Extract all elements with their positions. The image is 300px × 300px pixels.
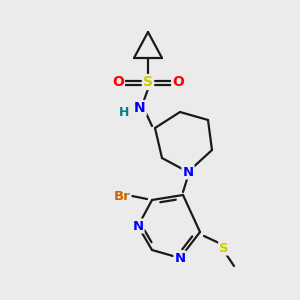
Text: S: S — [219, 242, 229, 254]
Text: N: N — [174, 251, 186, 265]
Text: N: N — [132, 220, 144, 232]
Text: O: O — [172, 75, 184, 89]
Text: S: S — [143, 75, 153, 89]
Text: Br: Br — [114, 190, 130, 202]
Text: N: N — [134, 101, 146, 115]
Text: N: N — [182, 166, 194, 178]
Text: H: H — [119, 106, 129, 118]
Text: O: O — [112, 75, 124, 89]
